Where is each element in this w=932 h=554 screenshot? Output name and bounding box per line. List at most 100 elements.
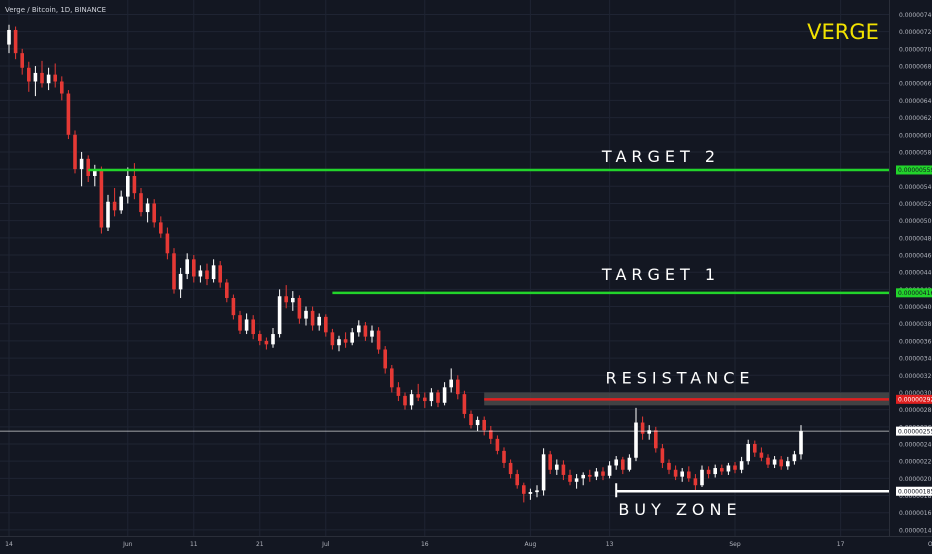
candle-up	[304, 310, 308, 319]
candle-up	[211, 265, 216, 280]
candle-down	[515, 474, 519, 486]
price-tick-label: 0.00000680	[899, 64, 932, 71]
candle-up	[739, 461, 744, 470]
price-tick-label: 0.00000360	[899, 338, 932, 345]
price-tick-label: 0.00000520	[899, 201, 932, 208]
time-tick-label: 16	[421, 541, 429, 548]
candle-up	[244, 319, 249, 331]
candle-up	[357, 325, 361, 333]
candle-up	[291, 297, 295, 303]
candle-up	[126, 175, 130, 197]
candle-up	[350, 332, 354, 343]
candle-down	[60, 81, 64, 94]
candle-down	[673, 469, 678, 477]
candle-down	[27, 67, 31, 82]
candle-up	[198, 270, 203, 277]
candle-down	[251, 319, 255, 335]
candle-down	[495, 438, 500, 451]
candle-up	[370, 330, 374, 337]
candle-down	[172, 253, 176, 290]
candle-down	[13, 29, 18, 54]
candle-down	[112, 201, 117, 211]
candle-down	[436, 392, 440, 403]
candle-up	[799, 431, 803, 455]
price-tick-label: 0.00000740	[899, 12, 932, 19]
candle-up	[535, 490, 539, 493]
candle-up	[792, 454, 797, 462]
candle-up	[106, 201, 110, 228]
candle-down	[53, 74, 57, 82]
candle-down	[238, 315, 242, 331]
price-tick-label: 0.00000720	[899, 29, 932, 36]
candle-down	[383, 349, 387, 369]
price-tick-label: 0.00000540	[899, 184, 932, 191]
candle-down	[73, 134, 77, 170]
price-tick-label: 0.00000700	[899, 46, 932, 53]
candle-down	[264, 340, 269, 345]
price-tick-label: 0.00000440	[899, 270, 932, 277]
price-tick-label: 0.00000480	[899, 235, 932, 242]
candle-up	[594, 471, 599, 477]
candle-down	[779, 459, 783, 467]
candle-down	[654, 430, 658, 449]
candle-down	[522, 485, 526, 494]
candle-up	[145, 203, 150, 213]
candle-down	[363, 325, 368, 337]
time-tick-label: Sep	[729, 541, 741, 548]
candle-down	[376, 330, 381, 350]
price-tag-label: 0.00000185	[898, 488, 932, 495]
candle-up	[627, 457, 632, 470]
candle-up	[33, 72, 38, 82]
candle-down	[390, 368, 394, 388]
candle-down	[152, 203, 156, 223]
annotation-label: TARGET 1	[601, 265, 720, 284]
candle-down	[601, 471, 605, 476]
candle-down	[343, 339, 348, 343]
candle-down	[456, 379, 460, 395]
candle-down	[165, 233, 170, 254]
candle-down	[508, 462, 513, 475]
candle-up	[317, 316, 321, 326]
candle-down	[218, 265, 222, 283]
time-axis[interactable]: 14Jun1121Jul16Aug13Sep17Oct15Nov12Dec	[5, 541, 932, 548]
candle-down	[621, 459, 625, 470]
candle-down	[284, 296, 288, 303]
candle-down	[687, 471, 691, 479]
candle-down	[667, 462, 671, 470]
time-tick-label: 21	[256, 541, 264, 548]
price-tick-label: 0.00000620	[899, 115, 932, 122]
candle-down	[469, 413, 473, 426]
candle-up	[442, 387, 447, 403]
price-tick-label: 0.00000340	[899, 356, 932, 363]
candle-up	[574, 478, 579, 482]
price-tick-label: 0.00000320	[899, 373, 932, 380]
candle-down	[225, 282, 229, 298]
candle-down	[766, 457, 770, 465]
candle-up	[713, 468, 717, 475]
candle-down	[330, 332, 335, 346]
candle-up	[409, 394, 414, 406]
candle-up	[337, 339, 341, 346]
price-tick-label: 0.00000140	[899, 527, 932, 534]
price-tick-label: 0.00000500	[899, 218, 932, 225]
candle-down	[489, 430, 493, 439]
candle-up	[178, 273, 183, 290]
candle-down	[231, 297, 236, 316]
candle-up	[93, 169, 97, 176]
candle-up	[786, 461, 790, 467]
time-tick-label: Oct	[928, 541, 932, 548]
symbol-header: Verge / Bitcoin, 1D, BINANCE	[5, 6, 106, 14]
candle-down	[396, 387, 401, 396]
price-tick-label: 0.00000580	[899, 149, 932, 156]
price-tags: 0.00000559 0.00000416 0.00000292 0.00000255…	[896, 165, 932, 496]
annotation-lines	[0, 168, 889, 498]
candle-down	[40, 72, 44, 84]
candle-down	[753, 444, 757, 453]
price-axis[interactable]: 0.00000740 0.00000720 0.00000700 0.00000680…	[899, 12, 932, 534]
candle-down	[502, 450, 506, 463]
price-tag	[896, 486, 932, 496]
candle-down	[192, 259, 196, 277]
